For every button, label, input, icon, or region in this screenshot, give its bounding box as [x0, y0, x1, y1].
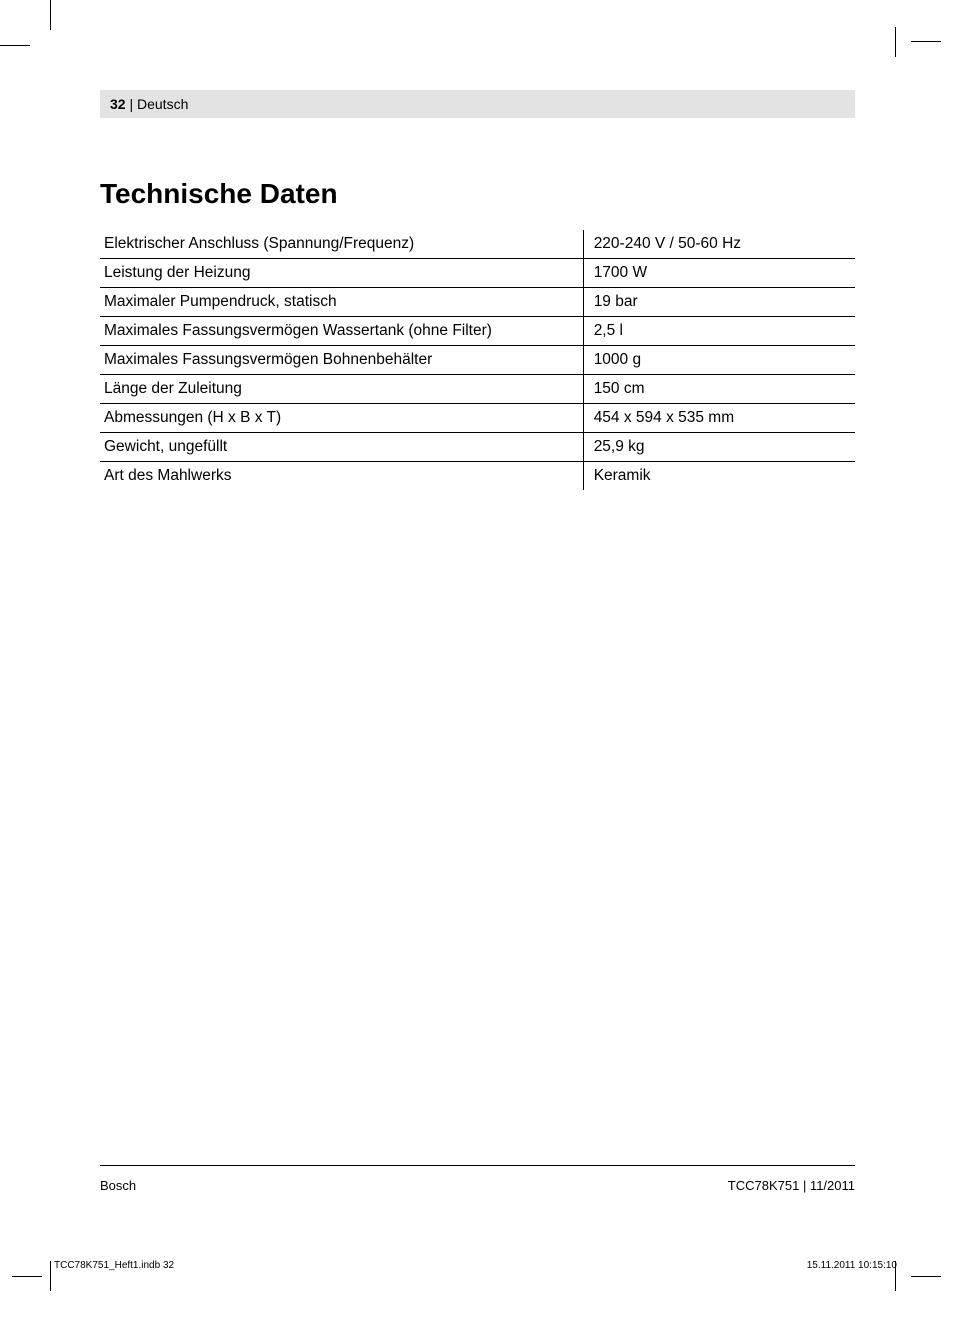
spec-label: Maximaler Pumpendruck, statisch [100, 288, 583, 317]
spec-label: Leistung der Heizung [100, 259, 583, 288]
spec-label: Länge der Zuleitung [100, 375, 583, 404]
spec-label: Abmessungen (H x B x T) [100, 404, 583, 433]
crop-mark [12, 1276, 42, 1277]
page-number: 32 [110, 96, 126, 112]
table-row: Maximales Fassungsvermögen Bohnenbehälte… [100, 346, 855, 375]
spec-value: 19 bar [583, 288, 855, 317]
table-row: Maximaler Pumpendruck, statisch19 bar [100, 288, 855, 317]
table-row: Elektrischer Anschluss (Spannung/Frequen… [100, 230, 855, 259]
spec-value: 1000 g [583, 346, 855, 375]
spec-label: Gewicht, ungefüllt [100, 433, 583, 462]
crop-mark [895, 27, 896, 57]
spec-label: Elektrischer Anschluss (Spannung/Frequen… [100, 230, 583, 259]
table-row: Abmessungen (H x B x T)454 x 594 x 535 m… [100, 404, 855, 433]
section-title: Technische Daten [100, 178, 855, 210]
crop-mark [911, 41, 941, 42]
spec-table: Elektrischer Anschluss (Spannung/Frequen… [100, 230, 855, 490]
footer-model-date: TCC78K751 | 11/2011 [728, 1178, 855, 1193]
footer-brand: Bosch [100, 1178, 136, 1193]
header-separator: | [126, 96, 137, 112]
page-header-bar: 32 | Deutsch [100, 90, 855, 118]
table-row: Leistung der Heizung1700 W [100, 259, 855, 288]
print-file: TCC78K751_Heft1.indb 32 [54, 1260, 174, 1271]
spec-value: 1700 W [583, 259, 855, 288]
crop-mark [911, 1276, 941, 1277]
spec-value: 25,9 kg [583, 433, 855, 462]
crop-mark [50, 0, 51, 30]
table-row: Art des MahlwerksKeramik [100, 462, 855, 491]
spec-value: 454 x 594 x 535 mm [583, 404, 855, 433]
spec-value: 150 cm [583, 375, 855, 404]
spec-value: Keramik [583, 462, 855, 491]
footer-divider [100, 1165, 855, 1166]
spec-label: Maximales Fassungsvermögen Wassertank (o… [100, 317, 583, 346]
page-content: 32 | Deutsch Technische Daten Elektrisch… [100, 90, 855, 490]
print-metadata: TCC78K751_Heft1.indb 32 15.11.2011 10:15… [54, 1260, 897, 1271]
header-language: Deutsch [137, 96, 188, 112]
spec-label: Maximales Fassungsvermögen Bohnenbehälte… [100, 346, 583, 375]
table-row: Maximales Fassungsvermögen Wassertank (o… [100, 317, 855, 346]
page-footer: Bosch TCC78K751 | 11/2011 [100, 1178, 855, 1193]
print-timestamp: 15.11.2011 10:15:10 [807, 1260, 897, 1271]
table-row: Länge der Zuleitung150 cm [100, 375, 855, 404]
crop-mark [0, 45, 30, 46]
table-row: Gewicht, ungefüllt25,9 kg [100, 433, 855, 462]
spec-label: Art des Mahlwerks [100, 462, 583, 491]
spec-value: 220-240 V / 50-60 Hz [583, 230, 855, 259]
crop-mark [50, 1261, 51, 1291]
spec-value: 2,5 l [583, 317, 855, 346]
